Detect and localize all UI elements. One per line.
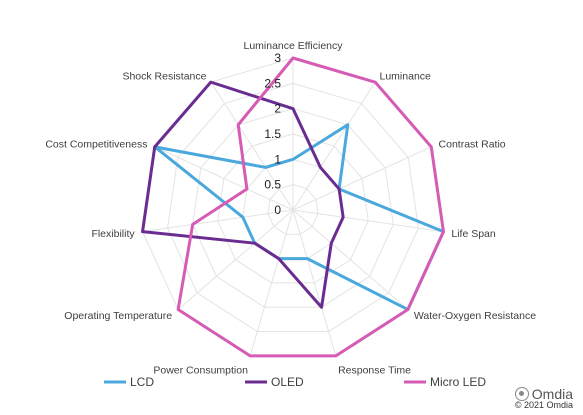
watermark-copyright: © 2021 Omdia [514,400,573,410]
watermark: Omdia © 2021 Omdia [514,386,573,410]
axis-label: Luminance [380,70,432,82]
legend: LCD OLED Micro LED [104,375,486,389]
axis-spoke [177,209,294,310]
legend-label: OLED [271,375,304,389]
tick-label: 2 [274,102,281,116]
wechat-icon [514,387,529,401]
axis-labels: Luminance Efficiency Luminance Contrast Ra… [45,40,536,377]
axis-label: Response Time [338,365,411,377]
tick-label: 0.5 [264,178,281,192]
grid-ring [167,82,419,333]
tick-label: 1 [274,152,281,166]
axis-label: Water-Oxygen Resistance [414,310,536,322]
axis-label: Flexibility [91,228,135,240]
radar-spokes [142,58,444,356]
axis-spoke [249,209,294,356]
tick-label: 1.5 [264,127,281,141]
series-line-micro-led [176,56,445,358]
grid-ring [192,108,394,308]
axis-spoke [292,209,409,310]
legend-label: LCD [130,375,154,389]
tick-labels: 0 0.5 1 1.5 2 2.5 3 [264,51,281,217]
legend-label: Micro LED [430,375,486,389]
axis-label: Luminance Efficiency [243,40,343,52]
grid-ring [217,133,369,284]
series-line-oled [141,80,345,309]
axis-label: Shock Resistance [122,70,206,82]
series-line-lcd [153,123,445,312]
axis-spoke [292,209,337,356]
axis-label: Power Consumption [153,365,248,377]
watermark-brand-text: Omdia [531,386,573,402]
axis-label: Cost Competitiveness [45,139,147,151]
tick-label: 2.5 [264,76,281,90]
axis-label: Life Span [451,228,496,240]
axis-label: Contrast Ratio [439,139,506,151]
tick-label: 3 [274,51,281,65]
axis-spoke [210,81,294,211]
grid-ring [267,184,319,235]
watermark-brand: Omdia [514,386,573,402]
tick-label: 0 [274,203,281,217]
axis-spoke [154,146,294,211]
axis-spoke [292,81,376,211]
axis-spoke [292,146,432,211]
axis-spoke [142,209,294,233]
radar-series [141,56,445,358]
axis-spoke [292,209,444,233]
axis-label: Operating Temperature [64,310,172,322]
